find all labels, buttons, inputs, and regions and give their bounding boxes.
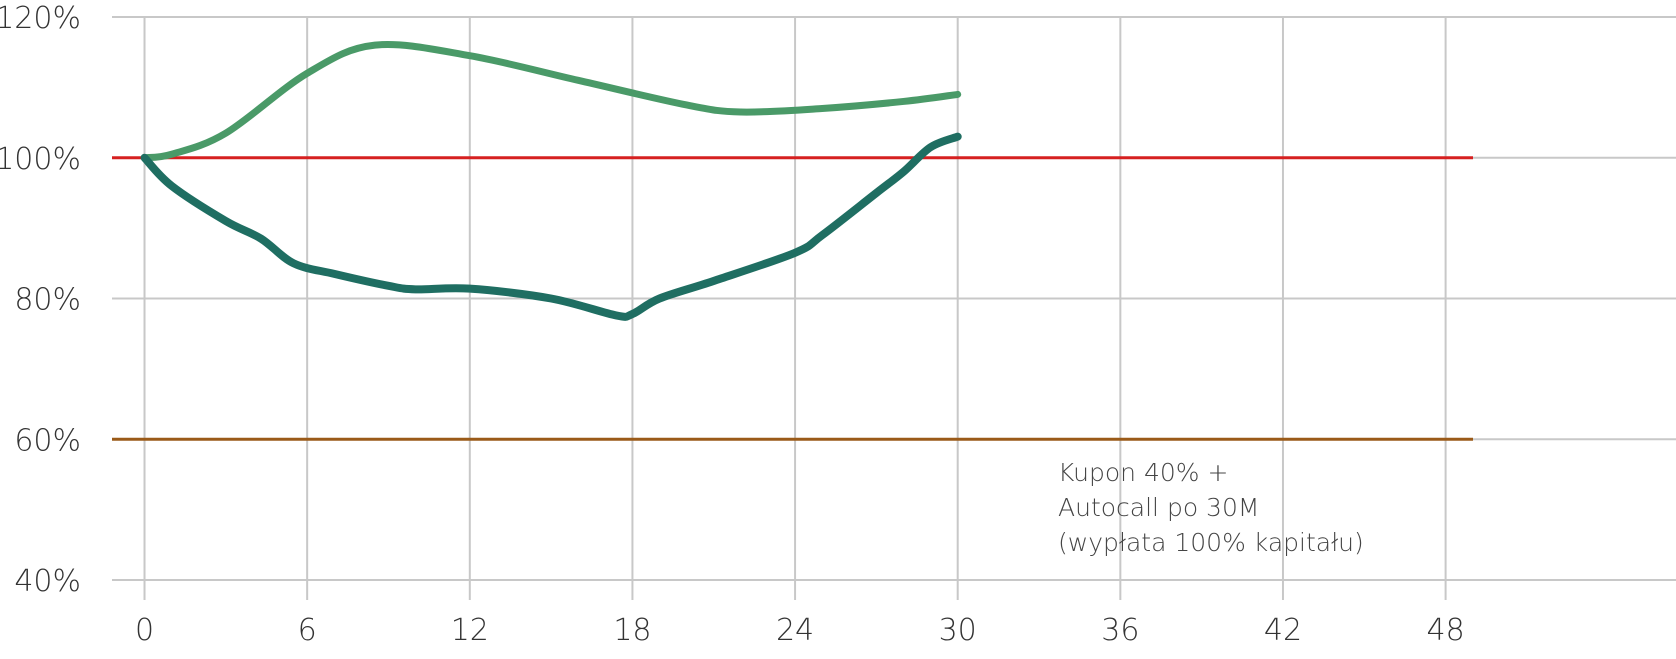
annotation-text: Kupon 40% + Autocall po 30M (wypłata 100% … <box>1058 458 1364 557</box>
annotation-line: (wypłata 100% kapitału) <box>1058 528 1364 557</box>
x-tick-label: 36 <box>1101 613 1139 648</box>
series-line-1 <box>141 41 962 162</box>
annotation-line: Kupon 40% + <box>1058 458 1228 487</box>
y-tick-label: 40% <box>14 564 81 599</box>
x-tick-label: 48 <box>1427 613 1465 648</box>
series-line-2 <box>140 132 962 321</box>
x-tick-label: 18 <box>613 613 651 648</box>
y-tick-label: 60% <box>14 423 81 458</box>
x-tick-label: 0 <box>135 613 154 648</box>
y-axis-labels: 40% 60% 80% 100% 120% <box>0 1 81 599</box>
y-tick-label: 100% <box>0 142 81 177</box>
y-tick-label: 120% <box>0 1 81 36</box>
reference-lines <box>112 156 1473 441</box>
x-axis-labels: 0 6 12 18 24 30 36 42 48 <box>135 613 1465 648</box>
x-tick-label: 6 <box>298 613 317 648</box>
x-tick-label: 24 <box>776 613 814 648</box>
x-tick-label: 42 <box>1264 613 1302 648</box>
y-tick-label: 80% <box>14 283 81 318</box>
annotation-line: Autocall po 30M <box>1058 493 1259 522</box>
x-tick-label: 30 <box>939 613 977 648</box>
x-tick-label: 12 <box>451 613 489 648</box>
series-lines <box>140 41 962 321</box>
